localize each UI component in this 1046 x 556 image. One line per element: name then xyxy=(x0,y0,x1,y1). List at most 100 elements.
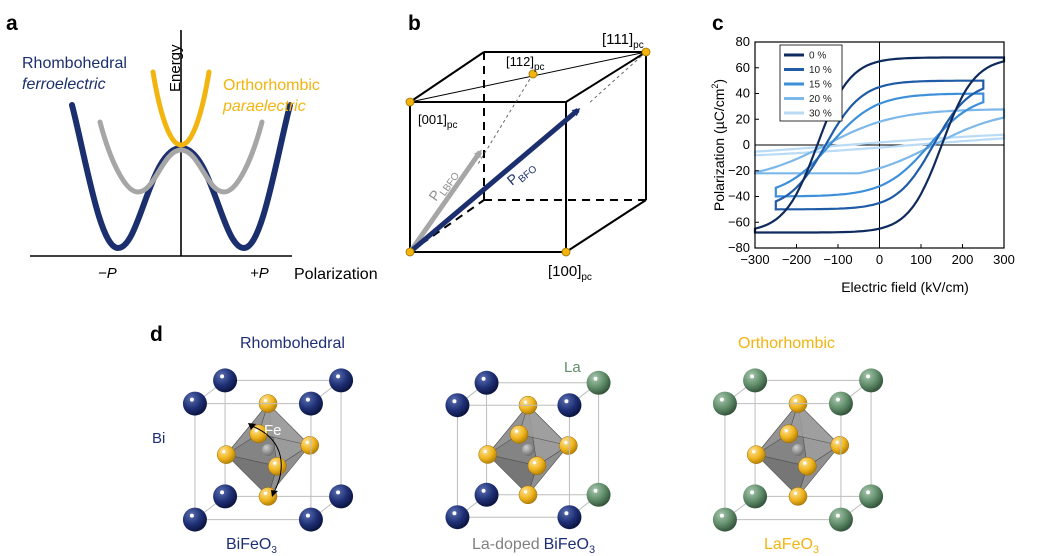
polarization-label-a: Polarization xyxy=(294,266,378,283)
paraelectric-label: paraelectric xyxy=(222,98,306,115)
orthorhombic-label-a: Orthorhombic xyxy=(223,77,320,94)
panel-b-label: b xyxy=(408,12,421,35)
o-atom xyxy=(518,485,538,505)
atom-highlight xyxy=(719,397,724,402)
rotation-arrowhead-icon xyxy=(271,490,278,497)
o-atom xyxy=(216,445,236,464)
atom-highlight xyxy=(835,513,840,518)
guide-111-line xyxy=(587,51,647,105)
bi-atom xyxy=(298,391,323,416)
atom-highlight xyxy=(481,488,486,493)
panel-d: d Rhombohedral Bi La Orthorhombic Fe BiF… xyxy=(150,323,884,556)
bi-atom xyxy=(182,507,207,532)
legend-label: 0 % xyxy=(809,51,826,62)
guide-112-line xyxy=(477,73,534,165)
p-lbfo-arrow xyxy=(407,149,483,254)
atom-highlight xyxy=(452,399,457,404)
y-tick-label: −20 xyxy=(728,163,750,178)
hysteresis-loop xyxy=(774,79,985,211)
y-tick-label: 60 xyxy=(736,60,750,75)
atom-highlight xyxy=(793,399,798,403)
fe-atom xyxy=(262,444,274,456)
legend-label: 30 % xyxy=(809,109,832,120)
cube-edge xyxy=(565,51,647,103)
la-atom xyxy=(828,507,853,532)
bi-atom xyxy=(213,484,238,509)
rotation-arrow-icon xyxy=(251,425,282,493)
atom-highlight xyxy=(305,440,309,444)
atom-highlight xyxy=(593,376,598,381)
x-tick-label: 300 xyxy=(993,252,1015,267)
bi-atom xyxy=(329,484,354,509)
orthorhombic-label-d: Orthorhombic xyxy=(738,335,835,352)
atom-highlight xyxy=(481,376,486,381)
feo6-octahedron-face xyxy=(788,403,841,446)
o-atom xyxy=(300,436,320,455)
o-atom xyxy=(509,425,529,444)
atom-highlight xyxy=(532,461,537,465)
atom-highlight xyxy=(564,511,569,516)
legend-label: 15 % xyxy=(809,80,832,91)
o-atom xyxy=(830,436,850,455)
la-atom xyxy=(859,484,884,509)
y-tick-label: 20 xyxy=(736,111,750,126)
la-atom xyxy=(712,391,737,416)
vertex-dot xyxy=(641,47,651,57)
la-atom xyxy=(859,368,884,393)
legend-label: 10 % xyxy=(809,65,832,76)
bi-atom xyxy=(182,391,207,416)
hysteresis-loop xyxy=(774,92,985,198)
y-tick-label: −40 xyxy=(728,189,750,204)
atom-highlight xyxy=(593,488,598,493)
atom-highlight xyxy=(189,513,194,518)
la-atom xyxy=(743,368,768,393)
fe-atom xyxy=(522,444,534,456)
o-atom xyxy=(779,424,798,444)
x-tick-label: −200 xyxy=(782,252,811,267)
atom-highlight xyxy=(189,397,194,402)
crystal-lafeo3 xyxy=(712,368,884,532)
atom-highlight xyxy=(866,374,871,379)
x-tick-label: −100 xyxy=(823,252,852,267)
y-tick-label: −80 xyxy=(728,240,750,255)
x-axis-label: Electric field (kV/cm) xyxy=(841,279,969,295)
vertex-dot xyxy=(561,247,571,257)
atom-highlight xyxy=(835,397,840,402)
la-doped-bifeo3-label: La-doped BiFeO3 xyxy=(472,536,595,556)
o-atom xyxy=(798,456,817,476)
la-atom xyxy=(743,484,768,509)
label-100: [100]pc xyxy=(548,263,592,283)
la-label: La xyxy=(564,359,581,376)
bi-atom xyxy=(329,368,354,393)
intermediate-curve xyxy=(97,119,265,195)
atom-highlight xyxy=(483,449,487,454)
panel-a: a Energy Rhombohedral ferroelectric Orth… xyxy=(6,12,378,283)
y-tick-label: 80 xyxy=(736,34,750,49)
feo6-octahedron-face xyxy=(258,403,311,446)
face-diagonal-line xyxy=(409,51,647,103)
atom-highlight xyxy=(835,440,839,444)
y-tick-label: 40 xyxy=(736,86,750,101)
hysteresis-chart: −300 −200 −100 0 100 200 300−80−60−40−20020406… xyxy=(728,34,1015,267)
atom-highlight xyxy=(305,397,310,402)
cube-edge xyxy=(565,199,647,253)
feo6-octahedron-face xyxy=(225,454,278,497)
atom-highlight xyxy=(263,491,268,495)
atom-highlight xyxy=(750,490,755,495)
atom-highlight xyxy=(254,429,258,433)
legend-label: 20 % xyxy=(809,94,832,105)
plus-p-label: +P xyxy=(250,265,269,282)
atom-highlight xyxy=(523,400,528,404)
panel-a-label: a xyxy=(6,12,18,35)
o-atom xyxy=(559,436,578,455)
o-atom xyxy=(527,456,547,475)
la-atom xyxy=(586,482,611,507)
bifeo3-label: BiFeO3 xyxy=(226,536,277,556)
feo6-octahedron-face xyxy=(518,404,570,447)
atom-highlight xyxy=(803,461,807,465)
p-bfo-label: PBFO xyxy=(504,157,540,192)
feo6-octahedron-face xyxy=(486,453,538,496)
atom-highlight xyxy=(784,429,788,433)
vertex-dot xyxy=(405,247,415,257)
